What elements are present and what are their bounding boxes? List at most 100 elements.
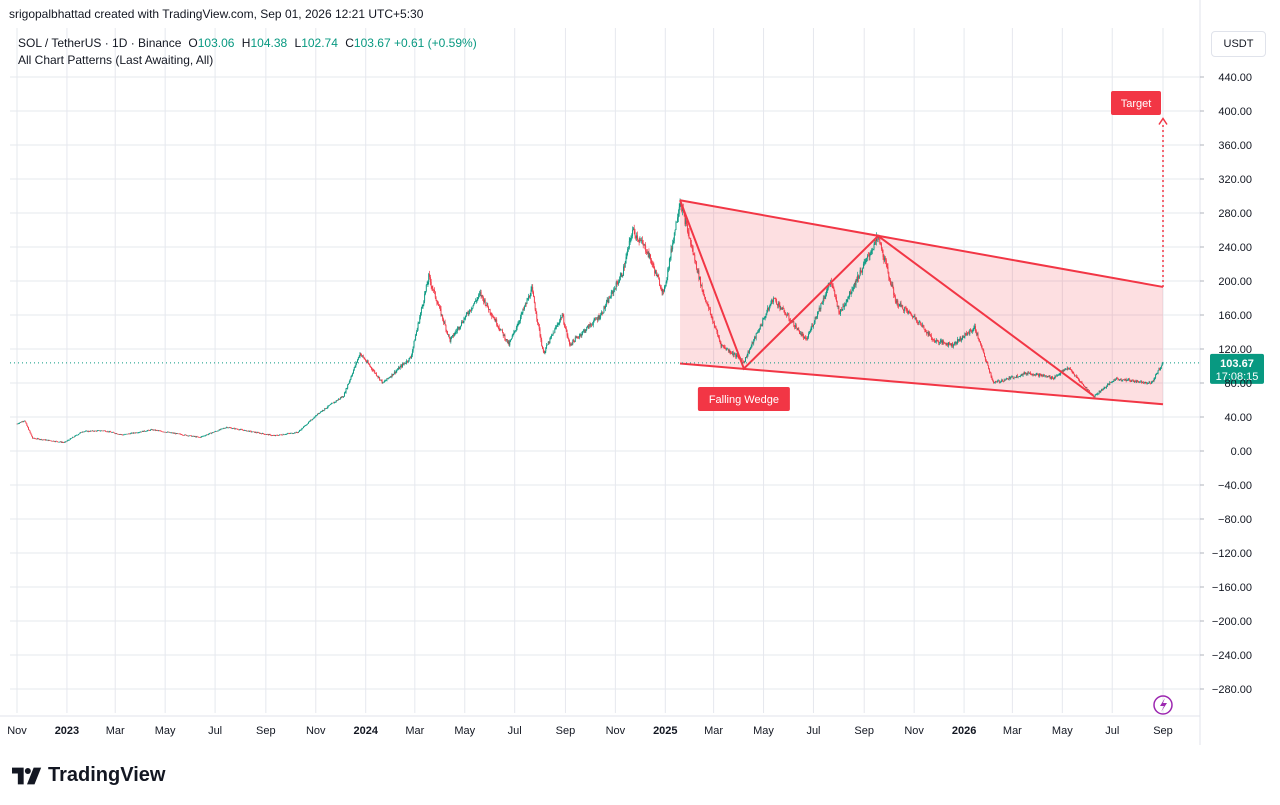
candle-body [709, 308, 710, 310]
candle-body [622, 275, 624, 277]
candle-body [258, 432, 259, 433]
candle-body [871, 249, 873, 251]
candle-body [478, 294, 480, 298]
currency-unit-button[interactable]: USDT [1211, 31, 1266, 57]
candle-body [1111, 381, 1113, 383]
candle-body [162, 431, 164, 433]
candle-body [270, 434, 272, 436]
candle-body [46, 439, 47, 441]
candle-body [339, 397, 341, 400]
candle-body [420, 308, 422, 314]
candle-body [487, 303, 489, 308]
candle-body [336, 400, 338, 402]
candle-body [1082, 383, 1084, 385]
indicator-name[interactable]: All Chart Patterns (Last Awaiting, All) [18, 53, 214, 67]
candle-body [60, 441, 62, 443]
candle-body [990, 373, 992, 377]
candle-body [200, 436, 202, 438]
candle-body [360, 353, 362, 356]
symbol-pair[interactable]: SOL / TetherUS · 1D · Binance [18, 36, 182, 50]
candle-body [615, 282, 617, 290]
candle-body [402, 363, 403, 367]
candle-body [725, 348, 727, 350]
candle-body [695, 260, 697, 262]
candle-body [104, 430, 106, 432]
candle-body [34, 438, 36, 440]
candle-body [445, 325, 447, 331]
candle-body [97, 430, 99, 432]
candle-body [675, 222, 677, 230]
candle-body [859, 270, 861, 276]
candle-body [1109, 382, 1111, 385]
candle-body [471, 308, 473, 310]
candle-body [992, 378, 994, 382]
candle-body [810, 327, 812, 332]
candle-body [36, 438, 38, 440]
ohlc-row: SOL / TetherUS · 1D · Binance O103.06 H10… [18, 35, 477, 52]
candle-body [557, 324, 559, 325]
candle-body [649, 254, 651, 258]
candle-body [194, 436, 196, 438]
candle-body [963, 336, 965, 338]
candle-body [398, 367, 400, 369]
candle-body [937, 340, 939, 341]
tradingview-logo[interactable]: TradingView [12, 764, 165, 787]
candle-body [280, 434, 282, 436]
x-tick-label: Mar [405, 725, 424, 737]
candle-body [472, 305, 474, 309]
candle-body [560, 317, 561, 321]
candle-body [970, 329, 972, 331]
candle-body [1056, 375, 1058, 377]
candle-body [54, 441, 56, 443]
candle-body [647, 251, 649, 254]
candle-body [489, 309, 491, 314]
candle-body [671, 248, 673, 250]
candle-body [518, 322, 520, 324]
candle-body [517, 323, 519, 327]
candle-body [1152, 381, 1154, 382]
candle-body [1110, 382, 1112, 383]
candle-body [91, 430, 92, 432]
candle-body [137, 432, 139, 434]
candle-body [434, 291, 436, 298]
candle-body [294, 432, 295, 434]
candle-body [389, 377, 390, 379]
candle-body [686, 224, 688, 232]
y-tick-label: −120.00 [1212, 548, 1252, 560]
candle-body [708, 304, 710, 309]
candle-body [494, 318, 496, 322]
candle-body [1056, 375, 1058, 377]
candle-body [154, 429, 156, 431]
candle-body [641, 240, 643, 243]
candle-body [912, 315, 913, 318]
candle-body [1124, 378, 1126, 380]
candle-body [863, 262, 865, 264]
x-tick-label: Nov [306, 725, 326, 737]
candle-body [806, 338, 808, 340]
candle-body [559, 320, 561, 324]
candle-body [254, 432, 256, 433]
candle-body [339, 398, 340, 400]
candle-body [959, 337, 961, 340]
candle-body [473, 303, 475, 306]
wedge-upper-line [679, 199, 1164, 288]
candle-body [761, 324, 763, 326]
candle-body [587, 325, 588, 328]
candle-body [855, 279, 857, 286]
candle-body [241, 429, 243, 431]
candle-body [269, 434, 271, 435]
candle-body [193, 435, 195, 437]
candle-body [975, 331, 977, 335]
candle-body [395, 371, 397, 374]
candle-body [1036, 373, 1038, 375]
candle-body [41, 439, 43, 441]
candle-body [570, 343, 572, 345]
candle-body [437, 303, 439, 305]
candle-body [274, 435, 276, 437]
candle-body [77, 434, 79, 435]
candle-body [601, 312, 603, 314]
candle-body [492, 316, 494, 317]
candle-body [542, 345, 543, 350]
candle-body [265, 434, 267, 435]
